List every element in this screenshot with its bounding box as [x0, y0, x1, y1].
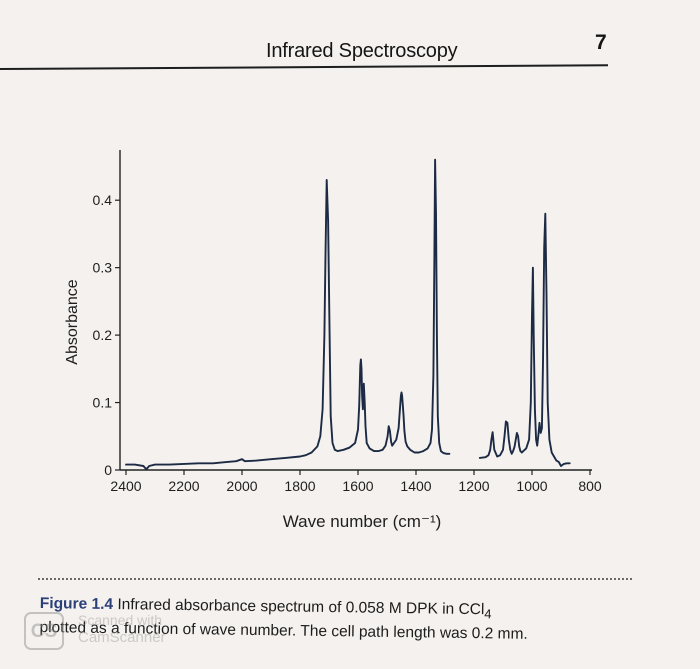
- page-number: 7: [595, 31, 607, 54]
- chart-labels: Wave number (cm⁻¹) Absorbance: [64, 279, 441, 531]
- chart-series: [125, 158, 571, 471]
- x-tick-label: 1600: [342, 478, 373, 494]
- x-tick-label: 2200: [168, 478, 199, 494]
- spectrum-line: [478, 212, 571, 467]
- x-tick-label: 1000: [516, 478, 547, 494]
- y-axis-title: Absorbance: [64, 279, 81, 364]
- x-tick-label: 2000: [226, 478, 257, 494]
- caption-subscript: 4: [484, 606, 492, 622]
- watermark-line1: Scanned with: [78, 612, 163, 628]
- x-tick-label: 1200: [458, 478, 489, 494]
- x-axis-title: Wave number (cm⁻¹): [283, 512, 442, 531]
- y-tick-label: 0: [104, 462, 112, 478]
- x-tick-label: 1800: [284, 478, 315, 494]
- spectrum-line: [125, 158, 451, 471]
- y-tick-label: 0.1: [93, 395, 113, 411]
- caption-divider: [38, 578, 632, 580]
- caption-figure-label: Figure 1.4: [39, 594, 114, 614]
- x-tick-label: 2400: [110, 478, 141, 494]
- y-tick-label: 0.2: [93, 327, 113, 343]
- y-tick-label: 0.3: [93, 260, 113, 276]
- camscanner-logo-icon: CS: [24, 612, 64, 650]
- running-head-title: Infrared Spectroscopy: [266, 40, 458, 62]
- x-tick-label: 1400: [400, 478, 431, 494]
- y-tick-label: 0.4: [93, 192, 113, 208]
- watermark-line2: CamScanner: [78, 629, 166, 646]
- x-tick-label: 800: [578, 478, 602, 494]
- scanner-watermark: CS Scanned with CamScanner: [24, 612, 204, 652]
- page-header: Infrared Spectroscopy 7: [0, 0, 700, 80]
- chart-axes: 2400 2200 2000 1800 1600 1400 1200 1000 800 0 0.1 0…: [93, 150, 602, 494]
